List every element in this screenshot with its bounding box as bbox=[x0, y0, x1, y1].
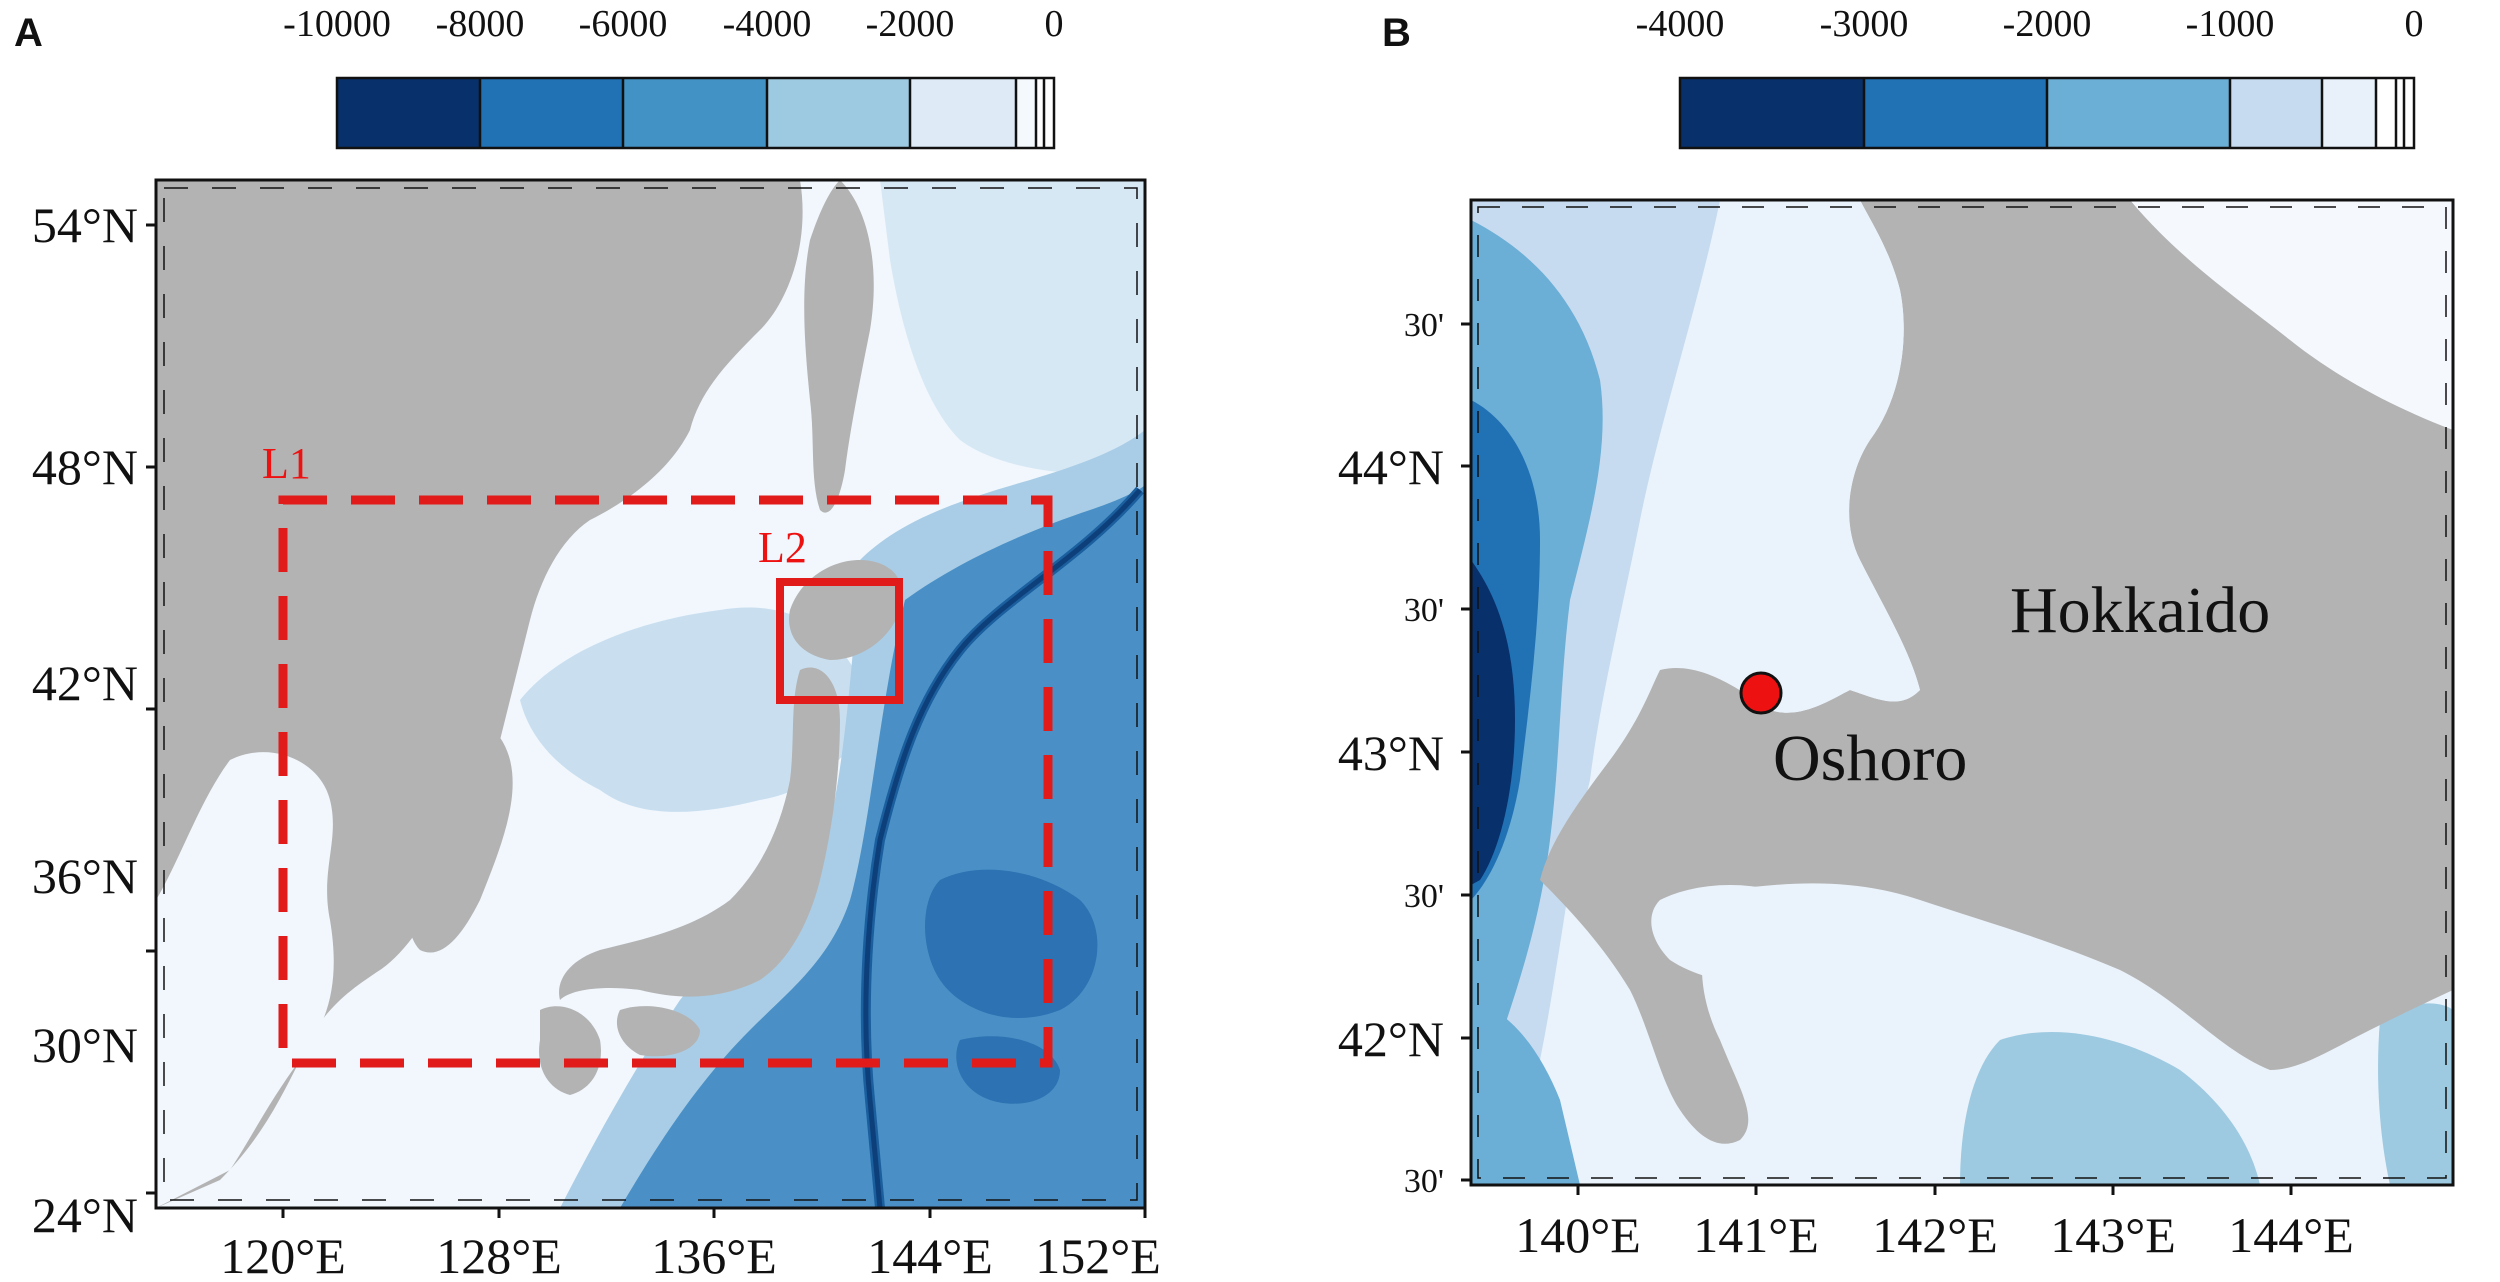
colorbar-a-tick: -4000 bbox=[723, 3, 812, 45]
lat-label-b: 44°N bbox=[1338, 439, 1444, 495]
lat-label-a: 54°N bbox=[32, 197, 138, 253]
map-a-frame bbox=[154, 178, 1147, 1210]
lat-label-b: 43°N bbox=[1338, 725, 1444, 781]
colorbar-b-tick: -4000 bbox=[1636, 3, 1725, 45]
lon-label-a: 136°E bbox=[651, 1228, 777, 1282]
colorbar-a-seg bbox=[1016, 78, 1036, 148]
lon-label-b: 143°E bbox=[2050, 1207, 2176, 1263]
land-korea bbox=[398, 712, 513, 953]
lat-label-a: 24°N bbox=[32, 1187, 138, 1243]
map-a-ticks bbox=[146, 223, 1147, 1218]
ocean-deep-patch bbox=[925, 869, 1098, 1019]
ocean-slope bbox=[1960, 1031, 2260, 1185]
ocean-deep-patch bbox=[956, 1036, 1060, 1104]
colorbar-a-seg bbox=[767, 78, 910, 148]
panel-a: A -10000 -8000 -6000 -4000 -2000 0 bbox=[14, 3, 1161, 1282]
land-sakhalin bbox=[804, 180, 874, 513]
lat-label-b: 30' bbox=[1404, 1163, 1444, 1200]
map-a bbox=[156, 180, 1145, 1208]
colorbar-a: -10000 -8000 -6000 -4000 -2000 0 bbox=[283, 3, 1064, 150]
ocean-trench bbox=[863, 488, 1142, 1208]
map-a-frame-ticks bbox=[163, 187, 1138, 1201]
colorbar-b-seg bbox=[2376, 78, 2396, 148]
colorbar-a-tick: 0 bbox=[1045, 3, 1064, 45]
lon-label-a: 120°E bbox=[220, 1228, 346, 1282]
colorbar-b-tick: -2000 bbox=[2003, 3, 2092, 45]
domain-box-l1 bbox=[278, 495, 1053, 1068]
ocean-west-coast bbox=[1700, 200, 1920, 713]
map-b-frame-ticks bbox=[1477, 206, 2447, 1179]
lat-label-b: 30' bbox=[1404, 878, 1444, 915]
lon-label-a: 144°E bbox=[867, 1228, 993, 1282]
colorbar-b-tick: -3000 bbox=[1820, 3, 1909, 45]
lon-label-b: 140°E bbox=[1515, 1207, 1641, 1263]
lat-label-b: 30' bbox=[1404, 307, 1444, 344]
ocean-okhotsk bbox=[2130, 200, 2453, 430]
map-b-frame bbox=[1469, 198, 2455, 1187]
land-honshu bbox=[559, 667, 840, 1000]
ocean-abyss bbox=[1471, 560, 1515, 885]
colorbar-a-seg bbox=[623, 78, 767, 148]
land-shikoku bbox=[616, 1006, 700, 1057]
colorbar-a-tick: -2000 bbox=[866, 3, 955, 45]
lon-label-b: 144°E bbox=[2228, 1207, 2354, 1263]
domain-box-l2-label: L2 bbox=[758, 523, 807, 572]
colorbar-b-tick: -1000 bbox=[2186, 3, 2275, 45]
map-b-ticks bbox=[1461, 322, 2293, 1195]
lat-label-b: 30' bbox=[1404, 592, 1444, 629]
colorbar-b-tick: 0 bbox=[2405, 3, 2424, 45]
colorbar-b-seg bbox=[2230, 78, 2322, 148]
domain-box-l1-label: L1 bbox=[262, 439, 311, 488]
colorbar-a-seg bbox=[480, 78, 623, 148]
ocean-uchiura bbox=[1651, 885, 1819, 984]
lat-label-a: 36°N bbox=[32, 848, 138, 904]
place-label-hokkaido: Hokkaido bbox=[2010, 574, 2270, 647]
place-label-oshoro: Oshoro bbox=[1773, 722, 1967, 795]
colorbar-b-seg bbox=[1864, 78, 2047, 148]
colorbar-b: -4000 -3000 -2000 -1000 0 bbox=[1636, 3, 2424, 150]
domain-box-l2 bbox=[776, 578, 903, 704]
lon-label-a: 152°E bbox=[1035, 1228, 1161, 1282]
land-kyushu bbox=[539, 1006, 601, 1095]
colorbar-a-tick: -6000 bbox=[579, 3, 668, 45]
ocean-yellow-sea bbox=[156, 752, 334, 1208]
panel-b-letter: B bbox=[1382, 11, 1411, 55]
panel-a-letter: A bbox=[14, 11, 43, 55]
colorbar-b-seg bbox=[1680, 78, 1864, 148]
colorbar-a-seg bbox=[337, 78, 480, 148]
colorbar-b-seg bbox=[2047, 78, 2230, 148]
land-hokkaido bbox=[1540, 200, 2453, 1144]
lon-label-a: 128°E bbox=[436, 1228, 562, 1282]
map-b bbox=[1471, 200, 2453, 1185]
lat-label-b: 42°N bbox=[1338, 1011, 1444, 1067]
colorbar-a-tick: -10000 bbox=[283, 3, 391, 45]
station-marker-oshoro bbox=[1739, 671, 1783, 715]
colorbar-b-seg bbox=[2322, 78, 2376, 148]
panel-b: B -4000 -3000 -2000 -1000 0 bbox=[1338, 3, 2455, 1263]
colorbar-a-seg bbox=[910, 78, 1016, 148]
lat-label-a: 48°N bbox=[32, 439, 138, 495]
colorbar-a-tick: -8000 bbox=[436, 3, 525, 45]
ocean-mid bbox=[1471, 1000, 1580, 1185]
ocean-slope bbox=[880, 180, 1145, 474]
lon-label-b: 141°E bbox=[1693, 1207, 1819, 1263]
lon-label-b: 142°E bbox=[1872, 1207, 1998, 1263]
ocean-slope bbox=[2378, 1003, 2453, 1185]
lat-label-a: 42°N bbox=[32, 655, 138, 711]
lat-label-a: 30°N bbox=[32, 1017, 138, 1073]
